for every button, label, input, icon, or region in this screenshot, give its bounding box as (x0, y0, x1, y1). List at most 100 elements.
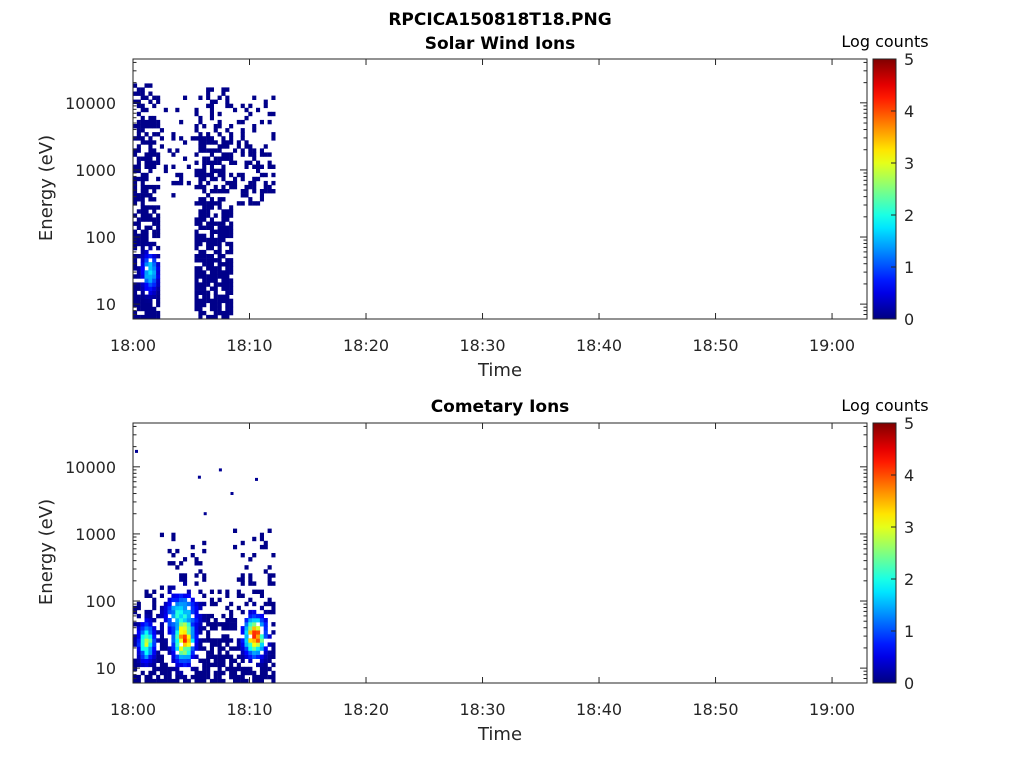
heatmap-cell (252, 609, 257, 615)
heatmap-cell (144, 593, 149, 598)
heatmap-cell (136, 638, 141, 643)
heatmap-cell (221, 678, 226, 684)
heatmap-cell (213, 148, 218, 153)
heatmap-cell (186, 164, 191, 169)
heatmap-cell (225, 618, 230, 623)
heatmap-cell (213, 298, 218, 304)
heatmap-cell (233, 670, 238, 676)
heatmap-cell (198, 180, 203, 186)
heatmap-cell (198, 589, 203, 594)
heatmap-cell (236, 654, 241, 659)
heatmap-cell (190, 605, 195, 611)
heatmap-cell (213, 310, 218, 316)
y-axis-label-solar-wind: Energy (eV) (36, 135, 57, 241)
heatmap-cell (194, 184, 199, 190)
heatmap-cell (248, 152, 253, 157)
heatmap-cell (213, 306, 218, 312)
heatmap-cell (198, 168, 203, 174)
heatmap-cell (148, 262, 153, 267)
heatmap-cell (144, 630, 149, 635)
heatmap-cell (209, 164, 214, 169)
heatmap-cell (133, 221, 138, 226)
heatmap-cell (225, 180, 230, 186)
y-tick-label: 1000 (75, 525, 116, 544)
heatmap-cell (229, 229, 234, 234)
heatmap-cell (175, 638, 180, 643)
heatmap-cell (229, 124, 234, 129)
heatmap-cell (148, 83, 153, 88)
heatmap-cell (256, 618, 261, 623)
heatmap-cell (256, 160, 261, 165)
heatmap-cell (202, 678, 207, 684)
heatmap-cell (256, 168, 261, 174)
heatmap-cell (194, 111, 199, 117)
heatmap-cell (194, 290, 199, 295)
heatmap-cell (152, 184, 157, 190)
heatmap-cell (259, 119, 264, 125)
heatmap-cell (198, 270, 203, 275)
heatmap-cell (209, 225, 214, 230)
heatmap-cell (133, 168, 138, 174)
heatmap-cell (221, 286, 226, 291)
heatmap-cell (229, 266, 234, 271)
heatmap-cell (202, 270, 207, 275)
heatmap-cell (156, 245, 161, 251)
heatmap-cell (202, 225, 207, 230)
heatmap-cell (183, 573, 188, 578)
heatmap-cell (179, 561, 184, 566)
colorbar-tick-label: 4 (904, 466, 914, 485)
heatmap-cell (198, 172, 203, 178)
heatmap-cell (194, 630, 199, 635)
heatmap-cell (140, 638, 145, 643)
heatmap-cell (183, 95, 188, 100)
heatmap-cell (252, 553, 257, 558)
heatmap-cell (271, 605, 276, 611)
heatmap-cell (256, 654, 261, 659)
heatmap-cell (225, 589, 230, 594)
heatmap-cell (259, 638, 264, 643)
heatmap-cell (136, 91, 141, 96)
heatmap-cell (190, 609, 195, 615)
heatmap-cell (233, 184, 238, 190)
heatmap-cell (206, 622, 211, 627)
heatmap-cell (209, 589, 214, 594)
x-tick-label: 18:00 (110, 336, 156, 355)
heatmap-cell (171, 622, 176, 627)
heatmap-cell (183, 156, 188, 161)
heatmap-cell (206, 209, 211, 214)
heatmap-cell (202, 294, 207, 299)
heatmap-cell (252, 670, 257, 676)
heatmap-cell (156, 221, 161, 226)
heatmap-cell (206, 613, 211, 619)
heatmap-cell (148, 622, 153, 627)
heatmap-cell (175, 662, 180, 668)
heatmap-cell (183, 601, 188, 607)
heatmap-cell (240, 642, 245, 647)
heatmap-cell (148, 241, 153, 247)
heatmap-cell (152, 630, 157, 635)
heatmap-cell (144, 184, 149, 190)
heatmap-cell (152, 221, 157, 226)
heatmap-cell (144, 622, 149, 627)
heatmap-cell (206, 650, 211, 655)
heatmap-cell (198, 626, 203, 631)
heatmap-cell (175, 630, 180, 635)
heatmap-cell (209, 642, 214, 647)
heatmap-cell (252, 642, 257, 647)
heatmap-cell (156, 654, 161, 659)
heatmap-cell (221, 626, 226, 631)
heatmap-cell (171, 613, 176, 619)
heatmap-cell (225, 302, 230, 308)
heatmap-cell (144, 262, 149, 267)
heatmap-cell (144, 678, 149, 684)
heatmap-cell (221, 622, 226, 627)
heatmap-cell (198, 286, 203, 291)
heatmap-cell (221, 164, 226, 169)
heatmap-cell (225, 642, 230, 647)
heatmap-cell (225, 310, 230, 316)
heatmap-cell (202, 286, 207, 291)
heatmap-cell (133, 180, 138, 186)
heatmap-cell (140, 241, 145, 247)
heatmap-cell (167, 548, 172, 554)
heatmap-cell (202, 662, 207, 668)
